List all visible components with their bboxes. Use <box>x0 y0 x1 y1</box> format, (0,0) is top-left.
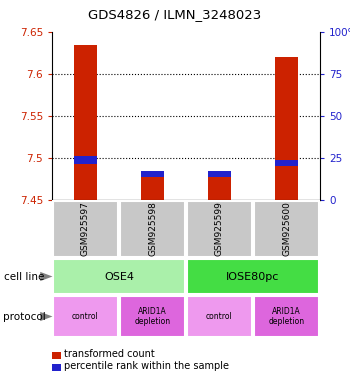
Bar <box>74 156 97 164</box>
Text: IOSE80pc: IOSE80pc <box>226 271 280 281</box>
Bar <box>120 296 186 337</box>
Text: GSM925598: GSM925598 <box>148 202 157 257</box>
Bar <box>52 296 118 337</box>
Bar <box>52 200 118 257</box>
Text: GSM925599: GSM925599 <box>215 202 224 257</box>
Polygon shape <box>40 312 52 321</box>
Bar <box>187 200 252 257</box>
Text: GSM925597: GSM925597 <box>81 202 90 257</box>
Bar <box>208 172 231 200</box>
Text: control: control <box>206 312 233 321</box>
Text: percentile rank within the sample: percentile rank within the sample <box>64 361 229 371</box>
Bar <box>141 171 164 177</box>
Bar <box>74 45 97 200</box>
Text: control: control <box>72 312 99 321</box>
Text: GDS4826 / ILMN_3248023: GDS4826 / ILMN_3248023 <box>88 8 262 21</box>
Text: GSM925600: GSM925600 <box>282 202 291 257</box>
Text: OSE4: OSE4 <box>104 271 134 281</box>
Bar <box>275 160 298 166</box>
Bar <box>254 200 319 257</box>
Text: protocol: protocol <box>4 311 46 321</box>
Text: ARID1A
depletion: ARID1A depletion <box>134 307 170 326</box>
Bar <box>254 296 319 337</box>
Text: transformed count: transformed count <box>64 349 155 359</box>
Bar <box>275 57 298 200</box>
Bar <box>120 200 186 257</box>
Bar <box>52 259 186 294</box>
Bar <box>141 172 164 200</box>
Text: ARID1A
depletion: ARID1A depletion <box>268 307 304 326</box>
Bar <box>187 259 319 294</box>
Bar <box>208 171 231 177</box>
Text: cell line: cell line <box>4 271 44 281</box>
Polygon shape <box>40 272 52 281</box>
Bar <box>187 296 252 337</box>
